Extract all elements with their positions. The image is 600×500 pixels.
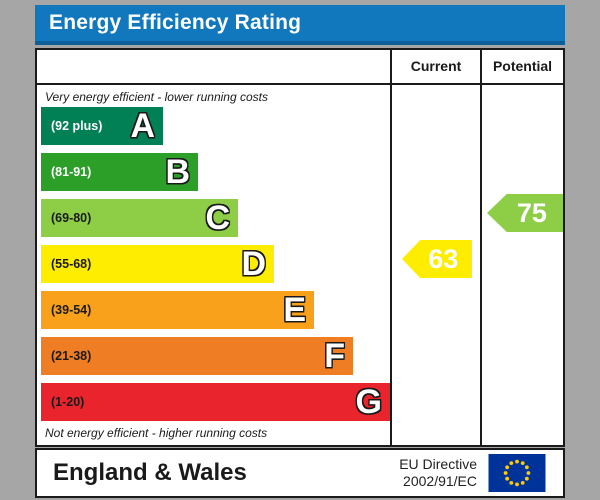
band-range-label: (1-20) xyxy=(51,395,85,409)
band-range-label: (92 plus) xyxy=(51,119,103,133)
region-label: England & Wales xyxy=(53,459,247,486)
band-range-label: (69-80) xyxy=(51,211,92,225)
current-rating-value: 63 xyxy=(428,244,459,274)
chart-frame: Energy Efficiency Rating Current Potenti… xyxy=(35,5,565,498)
potential-rating-arrow: 75 xyxy=(487,194,563,232)
band-row-c: (69-80) C xyxy=(41,199,238,237)
band-letter: B xyxy=(165,153,190,191)
band-range-label: (39-54) xyxy=(51,303,92,317)
bottom-note: Not energy efficient - higher running co… xyxy=(45,426,268,440)
band-row-d: (55-68) D xyxy=(41,245,274,283)
column-header-row: Current Potential xyxy=(37,50,563,85)
band-row-b: (81-91) B xyxy=(41,153,198,191)
band-letter: C xyxy=(205,199,230,237)
band-row-g: (1-20) G xyxy=(41,383,390,421)
eu-directive-line2: 2002/91/EC xyxy=(403,473,477,489)
band-letter: E xyxy=(283,291,306,329)
band-letter: A xyxy=(130,107,155,145)
band-letter: D xyxy=(241,245,266,283)
band-row-e: (39-54) E xyxy=(41,291,314,329)
potential-rating-value: 75 xyxy=(516,198,547,228)
current-column-header: Current xyxy=(410,58,462,74)
current-column-divider xyxy=(390,50,392,445)
band-letter: G xyxy=(355,383,382,421)
band-range-label: (55-68) xyxy=(51,257,92,271)
current-rating-arrow: 63 xyxy=(402,240,472,278)
potential-column-header: Potential xyxy=(492,58,553,74)
top-note: Very energy efficient - lower running co… xyxy=(45,90,268,104)
band-row-a: (92 plus) A xyxy=(41,107,163,145)
rating-scale-panel: Current Potential Very energy efficient … xyxy=(35,48,565,447)
band-range-label: (81-91) xyxy=(51,165,92,179)
band-range-label: (21-38) xyxy=(51,349,92,363)
eu-flag-icon xyxy=(488,454,546,492)
band-row-f: (21-38) F xyxy=(41,337,353,375)
title-bar: Energy Efficiency Rating xyxy=(35,5,565,45)
eu-directive-text: EU Directive 2002/91/EC xyxy=(399,456,477,490)
band-letter: F xyxy=(324,337,345,375)
eu-directive-line1: EU Directive xyxy=(399,455,477,472)
footer-bar: England & Wales EU Directive 2002/91/EC xyxy=(35,448,565,498)
potential-column-divider xyxy=(480,50,482,445)
page-title: Energy Efficiency Rating xyxy=(49,11,302,34)
